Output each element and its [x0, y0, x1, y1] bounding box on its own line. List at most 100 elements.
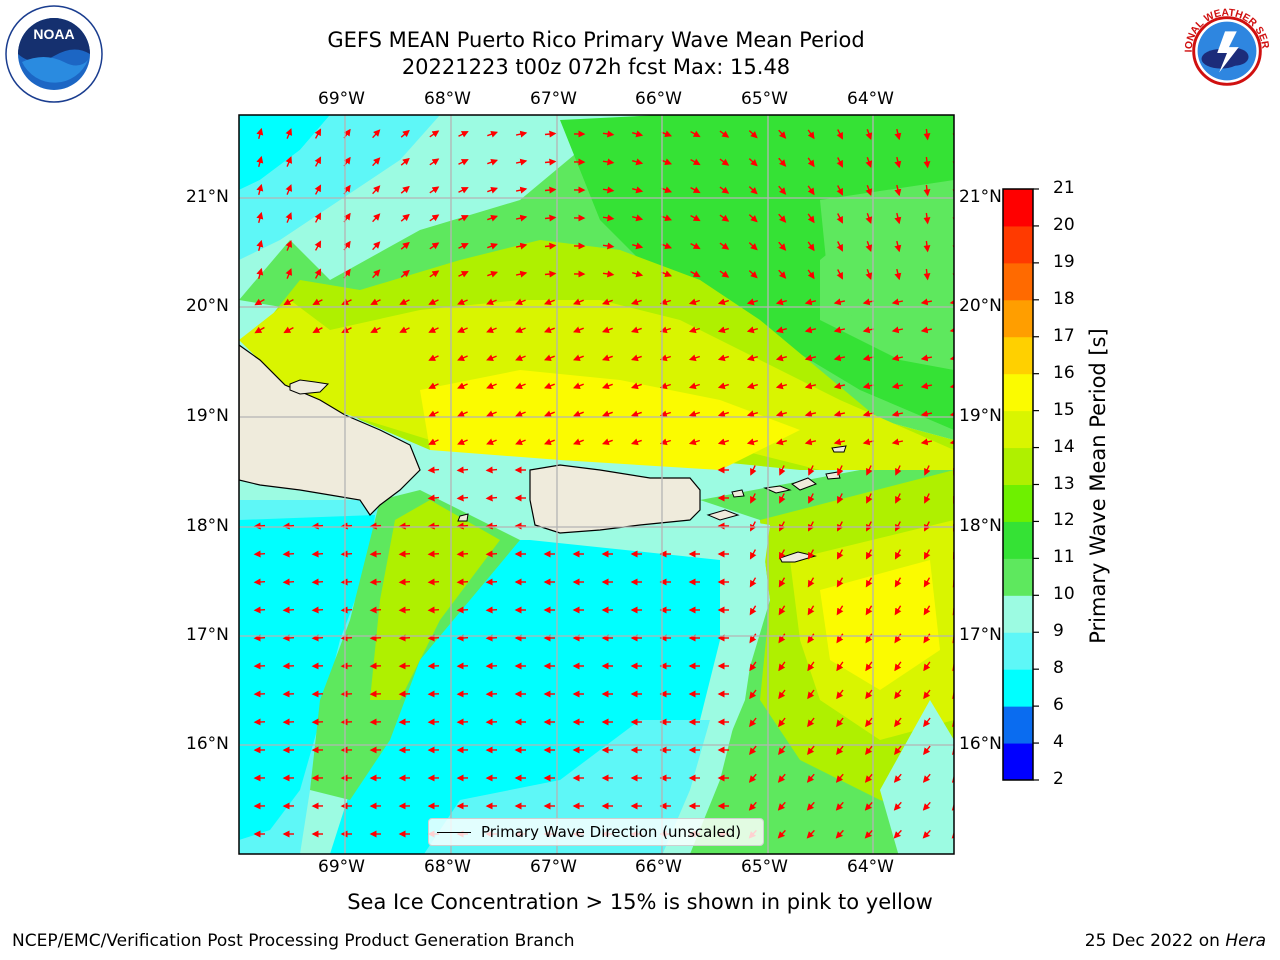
wave-arrow: [894, 128, 902, 141]
wave-arrow: [398, 550, 411, 558]
wave-arrow: [630, 354, 642, 362]
wave-arrow: [806, 801, 815, 811]
wave-arrow: [282, 522, 295, 530]
wave-arrow: [486, 326, 497, 333]
wave-arrow: [314, 128, 322, 139]
wave-arrow: [314, 212, 322, 223]
wave-arrow: [746, 326, 758, 334]
wave-arrow: [775, 354, 787, 362]
wave-arrow: [837, 465, 844, 476]
wave-arrow: [456, 466, 469, 474]
wave-arrow: [749, 661, 757, 672]
wave-arrow: [922, 801, 931, 811]
colorbar-level-label: 13: [1053, 473, 1075, 494]
wave-arrow: [515, 438, 526, 445]
wave-arrow: [630, 438, 642, 446]
wave-arrow: [836, 269, 843, 280]
wave-arrow: [804, 354, 817, 362]
wave-arrow: [748, 270, 758, 279]
wave-arrow: [746, 382, 758, 390]
wave-arrow: [487, 214, 499, 222]
wave-arrow: [485, 634, 498, 642]
wave-arrow: [400, 241, 410, 250]
wave-arrow: [777, 773, 786, 783]
wave-arrow: [428, 354, 439, 361]
colorbar-segment: [1003, 299, 1033, 338]
wave-arrow: [661, 214, 673, 222]
wave-arrow: [256, 267, 264, 279]
lat-label-right-21n: 21°N: [959, 187, 1002, 207]
wave-arrow: [661, 270, 673, 278]
wave-arrow: [515, 242, 528, 250]
colorbar-level-label: 11: [1053, 547, 1075, 568]
wave-arrow: [398, 522, 411, 530]
wave-arrow: [485, 494, 498, 502]
wave-arrow: [543, 438, 555, 446]
wave-arrow: [457, 438, 468, 445]
wave-arrow: [458, 187, 469, 194]
wave-arrow: [865, 213, 873, 225]
map-border: [238, 114, 955, 855]
wave-arrow: [544, 270, 557, 278]
wave-arrow: [778, 213, 787, 223]
wave-arrow: [314, 184, 322, 195]
wave-arrow: [865, 633, 873, 644]
map-field: [239, 115, 954, 854]
wave-arrow: [923, 212, 931, 225]
lon-label-bottom-69w: 69°W: [318, 857, 365, 877]
wave-arrow: [572, 382, 584, 390]
wave-arrow: [429, 186, 440, 194]
wave-arrow: [778, 129, 787, 139]
wave-arrow: [544, 186, 557, 194]
wave-arrow: [775, 326, 787, 334]
wave-arrow: [807, 129, 815, 140]
colorbar-level-label: 6: [1053, 695, 1064, 716]
wave-arrow: [690, 242, 701, 250]
wave-arrow: [807, 157, 815, 168]
wave-arrow: [427, 522, 440, 530]
wave-arrow: [804, 298, 817, 306]
colorbar: [1003, 188, 1039, 781]
wave-arrow: [949, 410, 954, 418]
lat-label-right-19n: 19°N: [959, 406, 1002, 426]
wave-arrow: [865, 745, 873, 755]
wave-arrow: [719, 214, 730, 222]
wave-arrow: [862, 410, 875, 418]
wave-arrow: [836, 633, 844, 644]
wave-arrow: [372, 269, 381, 279]
wave-arrow: [457, 410, 468, 417]
footer-credit: NCEP/EMC/Verification Post Processing Pr…: [12, 931, 575, 951]
sea-ice-note: Sea Ice Concentration > 15% is shown in …: [347, 890, 933, 914]
wave-arrow: [923, 717, 931, 728]
colorbar-level-label: 2: [1053, 769, 1064, 789]
wave-arrow: [836, 549, 844, 560]
wave-arrow: [864, 801, 873, 811]
wave-arrow: [891, 382, 904, 390]
wave-arrow: [807, 213, 815, 224]
lon-label-bottom-64w: 64°W: [847, 857, 894, 877]
wave-arrow: [457, 326, 468, 333]
wave-arrow: [253, 578, 266, 586]
wave-arrow: [749, 745, 757, 755]
lon-label-top-69w: 69°W: [318, 89, 365, 109]
colorbar-segment: [1003, 410, 1033, 449]
wave-arrow: [372, 185, 381, 195]
colorbar-level-label: 10: [1053, 584, 1075, 605]
colorbar-segment: [1003, 595, 1033, 633]
wave-arrow: [778, 745, 786, 755]
wave-arrow: [891, 326, 904, 334]
wave-arrow: [661, 158, 673, 166]
wave-arrow: [572, 410, 584, 418]
wave-arrow: [572, 298, 584, 306]
wave-arrow: [836, 241, 843, 252]
wave-arrow: [920, 354, 933, 362]
wave-arrow: [804, 410, 817, 418]
wave-arrow: [311, 550, 324, 558]
wave-arrow: [807, 717, 815, 728]
wave-arrow: [778, 549, 786, 560]
wave-arrow: [369, 522, 382, 530]
wave-arrow: [254, 298, 265, 306]
wave-arrow: [833, 438, 846, 446]
wave-arrow: [807, 605, 815, 616]
wave-arrow: [719, 130, 730, 138]
